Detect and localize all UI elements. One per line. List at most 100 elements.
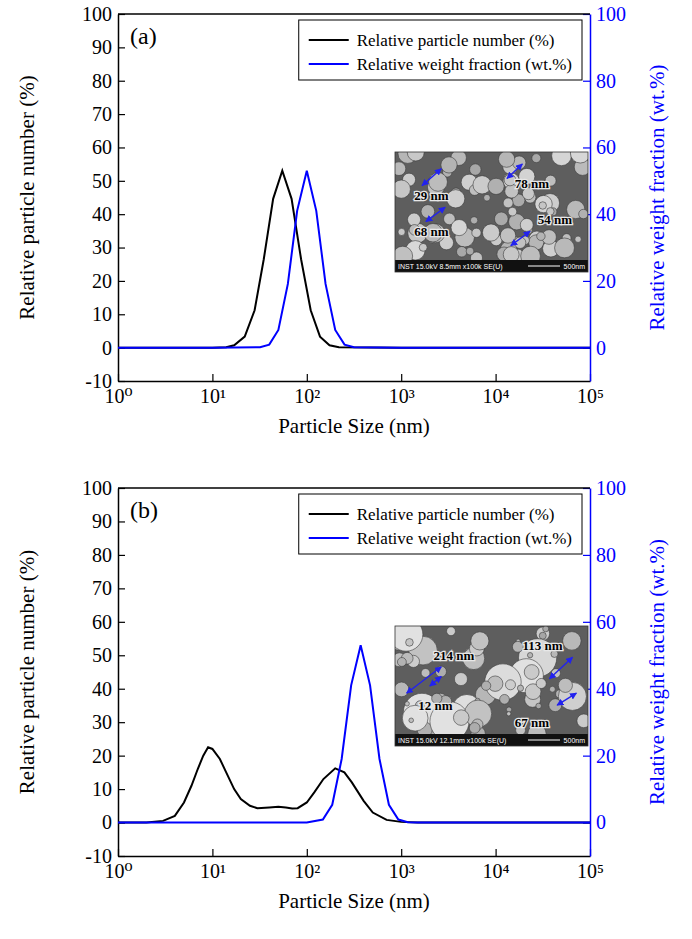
inset-footer-text: INST 15.0kV 8.5mm x100k SE(U) <box>398 263 503 271</box>
axis-line <box>590 15 592 382</box>
tick-label: 60 <box>92 136 112 158</box>
tick: 10 <box>92 778 125 800</box>
tick-label: 80 <box>596 70 616 92</box>
axis-line <box>118 489 120 857</box>
inset-particle <box>527 653 532 658</box>
inset-particle <box>577 714 588 728</box>
tick: 10² <box>294 849 320 882</box>
inset-arrow <box>407 667 442 693</box>
inset-particle <box>543 626 549 632</box>
inset-particle <box>453 710 469 726</box>
legend: Relative particle number (%)Relative wei… <box>299 20 582 80</box>
inset-label: 68 nm <box>414 224 448 239</box>
tick: 10⁴ <box>483 374 510 407</box>
tick-mark <box>118 521 125 522</box>
inset-border <box>395 152 588 272</box>
inset-arrow <box>549 657 572 679</box>
tick-label: -10 <box>85 370 112 392</box>
inset-particle <box>482 224 499 241</box>
tick-label: 10⁵ <box>577 860 604 882</box>
tick-label: 40 <box>92 203 112 225</box>
tick-mark <box>118 722 125 723</box>
series-line <box>118 645 590 822</box>
frame <box>118 487 590 489</box>
inset-particle <box>494 212 508 226</box>
inset-particle <box>579 209 588 218</box>
inset-label: 29 nm <box>414 188 448 203</box>
inset-particle <box>532 154 541 163</box>
inset-particle <box>524 665 539 680</box>
tick-mark <box>118 47 125 48</box>
tick-label: 60 <box>92 611 112 633</box>
tick-label: 70 <box>92 577 112 599</box>
tick-label: 100 <box>82 477 112 499</box>
tick-mark <box>118 381 125 382</box>
tick-label: 0 <box>596 811 606 833</box>
inset-footer-text: 500nm <box>564 737 586 744</box>
tick: 40 <box>92 678 125 700</box>
inset-label: 67 nm <box>515 715 549 730</box>
inset-particle <box>500 228 515 243</box>
y2-axis-title: Relative weight fraction (wt.%) <box>645 65 669 331</box>
tick-label: 40 <box>596 678 616 700</box>
inset-arrow <box>426 207 445 221</box>
tick-label: 10⁴ <box>483 385 510 407</box>
tick-mark <box>583 756 590 757</box>
inset-particle <box>398 228 405 235</box>
inset-particle <box>552 152 572 166</box>
tick-label: 80 <box>92 544 112 566</box>
inset-particle <box>570 152 588 163</box>
tick-label: 20 <box>92 270 112 292</box>
tick: 70 <box>92 577 125 599</box>
legend-label: Relative weight fraction (wt.%) <box>357 55 572 74</box>
inset-particle <box>536 703 542 709</box>
y-axis: -100102030405060708090100 <box>82 3 125 392</box>
tick: 10² <box>294 374 320 407</box>
y2-axis: 020406080100 <box>583 477 626 857</box>
inset-particle <box>466 247 474 255</box>
tick: 10³ <box>389 849 415 882</box>
inset-particle <box>454 673 467 686</box>
inset-particle <box>549 699 562 712</box>
series-line <box>118 747 590 822</box>
tick-label: 40 <box>92 678 112 700</box>
inset-particle <box>481 681 490 690</box>
tick-mark <box>118 655 125 656</box>
inset-particle <box>470 164 481 175</box>
inset-label: 12 nm <box>418 698 452 713</box>
tick: 40 <box>92 203 125 225</box>
panel-label: (a) <box>130 23 157 49</box>
inset-particle <box>488 178 504 194</box>
inset-scale-bar <box>528 266 560 267</box>
inset-particle <box>409 718 414 723</box>
legend-box <box>299 494 582 554</box>
y-axis-title: Relative particle number (%) <box>15 75 39 319</box>
inset-background <box>395 626 588 734</box>
tick-label: 100 <box>596 477 626 499</box>
inset: 113 nm214 nm12 nm67 nmINST 15.0kV 12.1mm… <box>389 618 590 746</box>
tick: 90 <box>92 36 125 58</box>
tick: 10 <box>92 303 125 325</box>
panel: 10⁰10¹10²10³10⁴10⁵-100102030405060708090… <box>15 3 669 438</box>
axis-line <box>119 856 591 858</box>
tick-mark <box>118 214 125 215</box>
tick-mark <box>307 374 308 381</box>
legend-item: Relative particle number (%) <box>309 505 555 524</box>
tick-label: 10¹ <box>200 385 226 407</box>
tick-label: -10 <box>85 845 112 867</box>
inset-label: 78 nm <box>515 176 549 191</box>
legend: Relative particle number (%) Relative wei… <box>299 494 582 554</box>
legend-label: Relative particle number (%) <box>357 505 555 524</box>
tick: 70 <box>92 103 125 125</box>
tick: -10 <box>85 370 125 392</box>
tick-label: 10³ <box>389 385 415 407</box>
legend-label: Relative weight fraction (wt.%) <box>357 529 572 548</box>
inset-particle <box>406 639 414 647</box>
tick: 80 <box>583 70 616 92</box>
legend-box <box>299 20 582 80</box>
tick-mark <box>401 374 402 381</box>
tick-label: 70 <box>92 103 112 125</box>
tick-mark <box>118 314 125 315</box>
inset-particle <box>395 626 423 651</box>
tick-label: 30 <box>92 711 112 733</box>
